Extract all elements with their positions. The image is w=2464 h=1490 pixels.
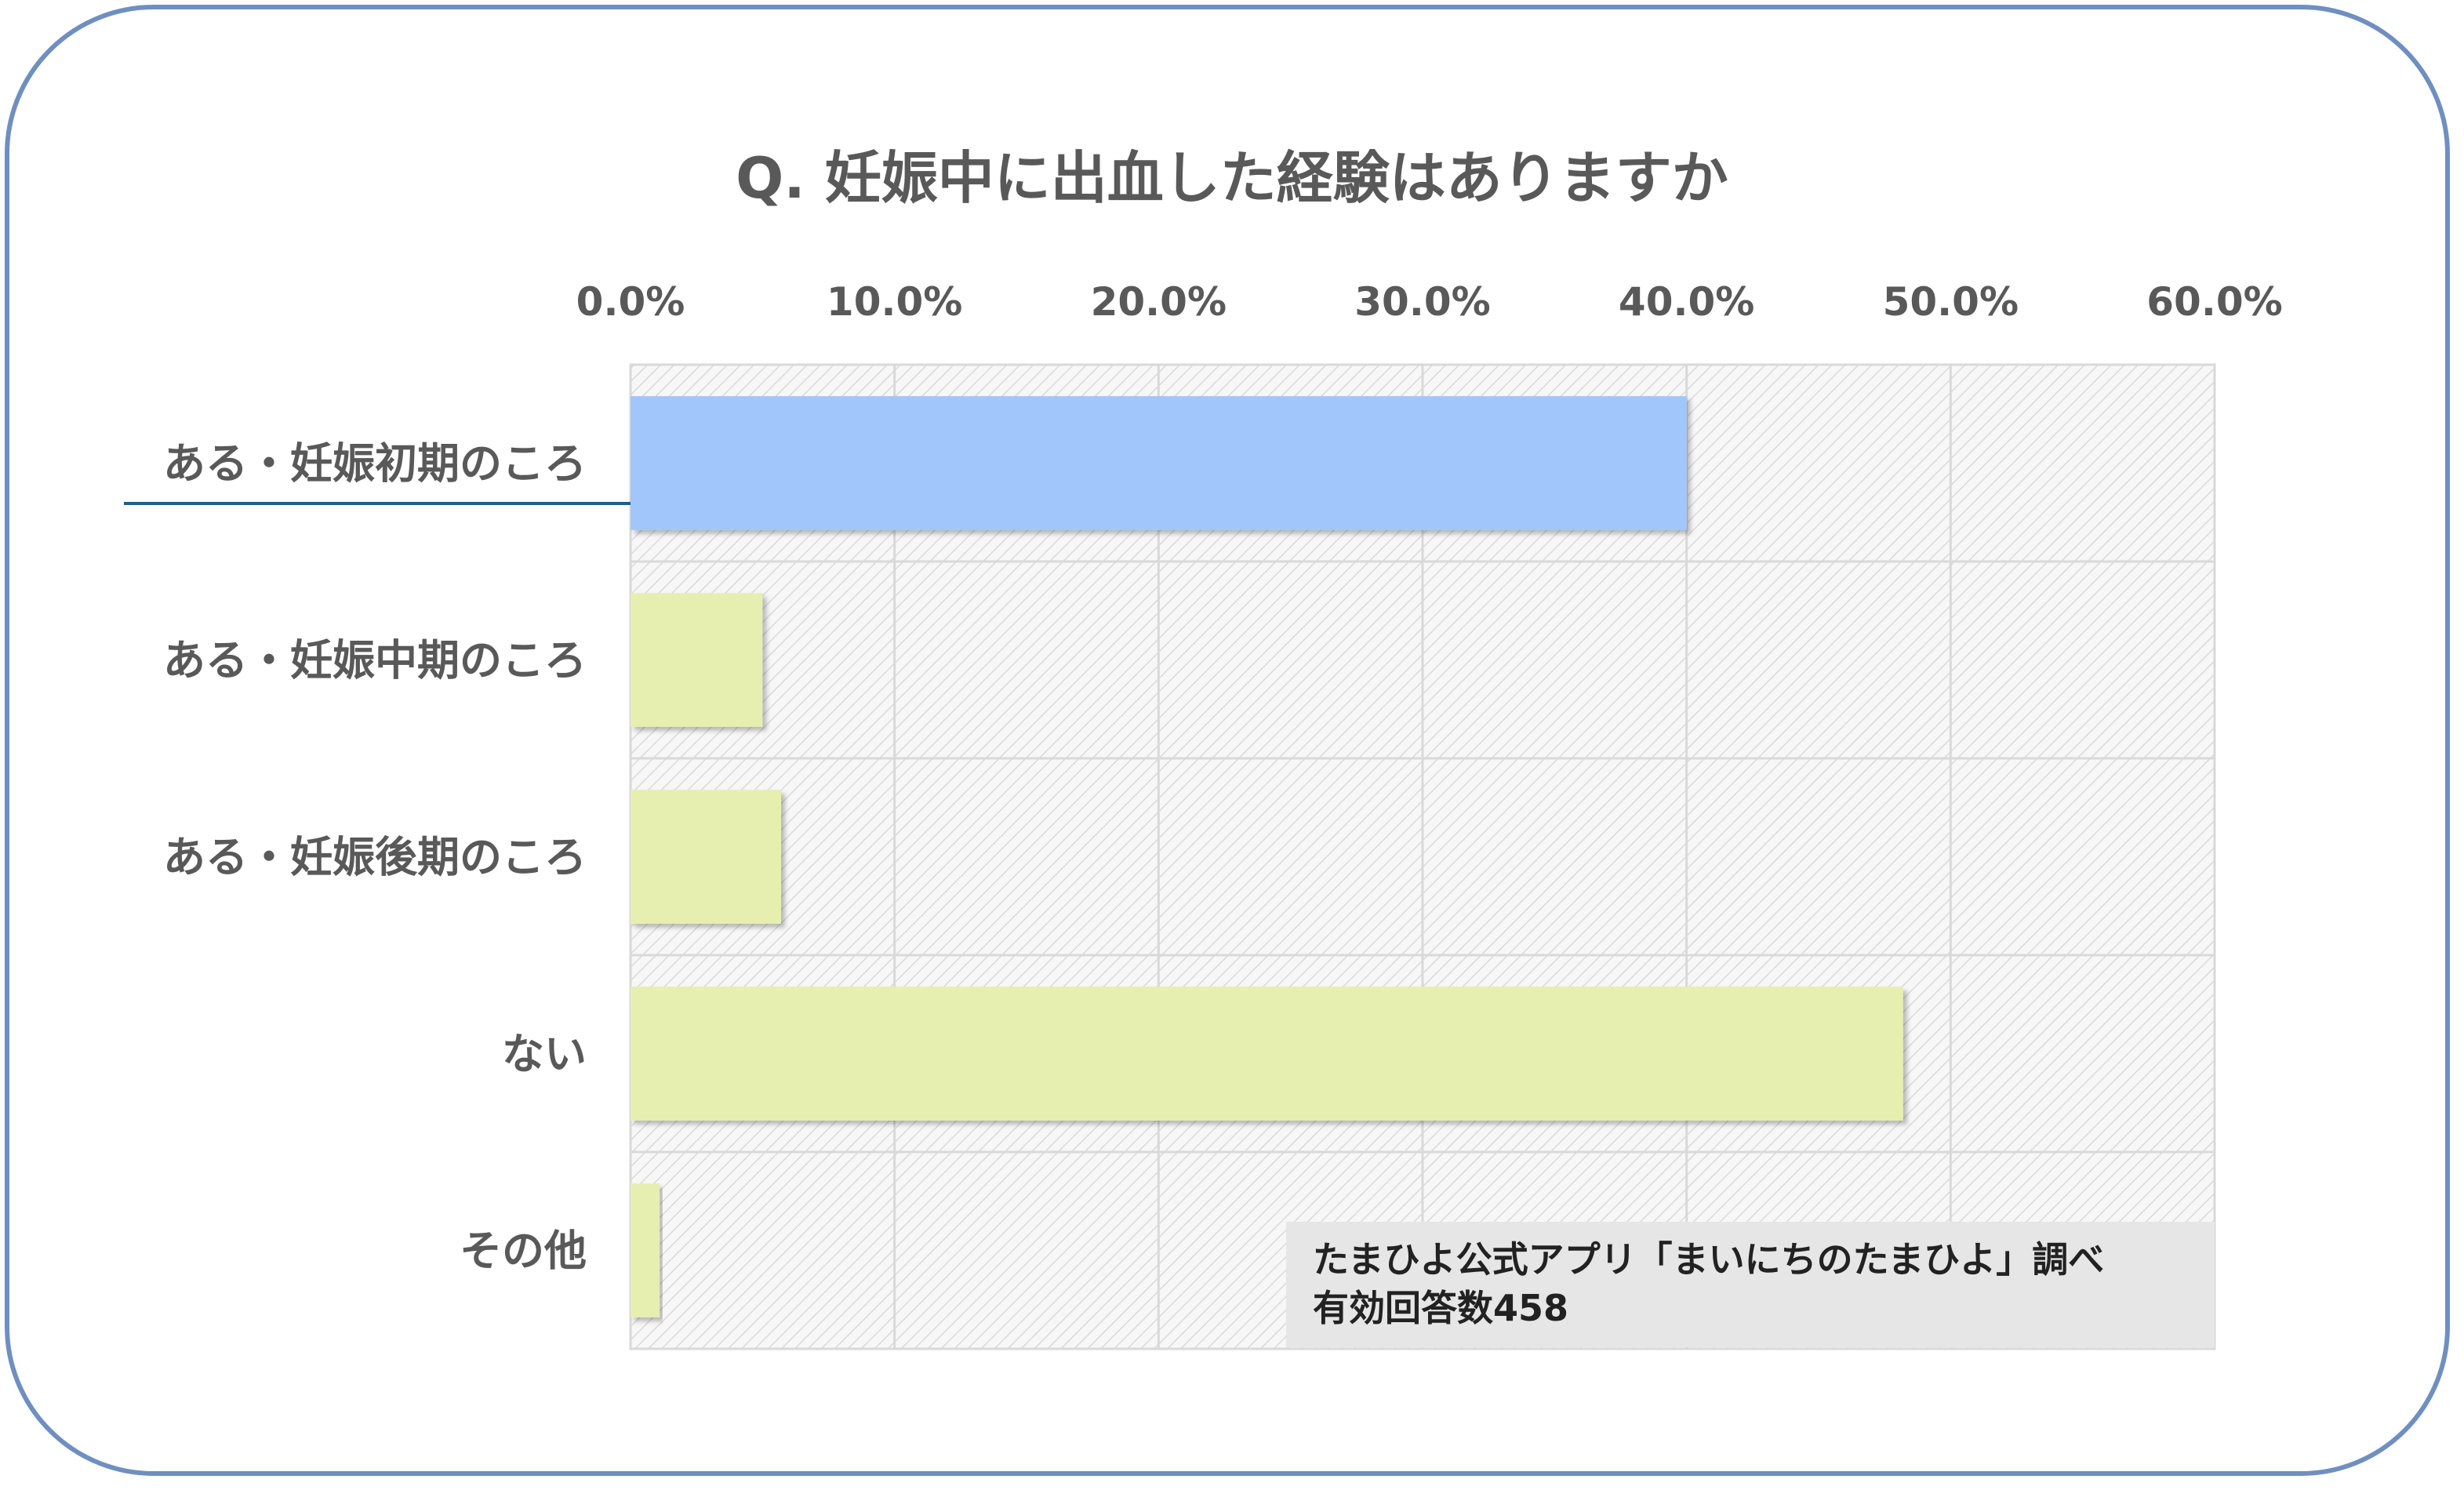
x-axis-ticks: 0.0% 10.0% 20.0% 30.0% 40.0% 50.0% 60.0% bbox=[576, 279, 2283, 325]
bar bbox=[631, 790, 781, 924]
category-label: ある・妊娠初期のころ bbox=[163, 439, 587, 489]
category-label: ある・妊娠中期のころ bbox=[163, 636, 587, 685]
x-tick-label: 60.0% bbox=[2146, 279, 2282, 325]
category-label: ある・妊娠後期のころ bbox=[163, 833, 587, 882]
bars bbox=[631, 396, 1903, 1317]
category-label: その他 bbox=[460, 1227, 587, 1276]
source-note-line1: たまひよ公式アプリ「まいにちのたまひよ」調べ bbox=[1313, 1238, 2104, 1281]
category-label: ない bbox=[502, 1030, 587, 1079]
source-note-box bbox=[1286, 1222, 2215, 1347]
bar bbox=[631, 1183, 660, 1317]
source-note-line2: 有効回答数458 bbox=[1313, 1287, 1568, 1329]
x-tick-label: 10.0% bbox=[827, 279, 962, 325]
x-tick-label: 30.0% bbox=[1354, 279, 1490, 325]
bar bbox=[631, 593, 763, 727]
chart-title: Q. 妊娠中に出血した経験はありますか bbox=[736, 145, 1728, 211]
bar bbox=[631, 987, 1903, 1121]
gridlines bbox=[629, 365, 2216, 1349]
x-tick-label: 40.0% bbox=[1619, 279, 1754, 325]
x-tick-label: 0.0% bbox=[576, 279, 685, 325]
x-tick-label: 20.0% bbox=[1091, 279, 1227, 325]
x-tick-label: 50.0% bbox=[1883, 279, 2019, 325]
bar bbox=[631, 396, 1687, 530]
